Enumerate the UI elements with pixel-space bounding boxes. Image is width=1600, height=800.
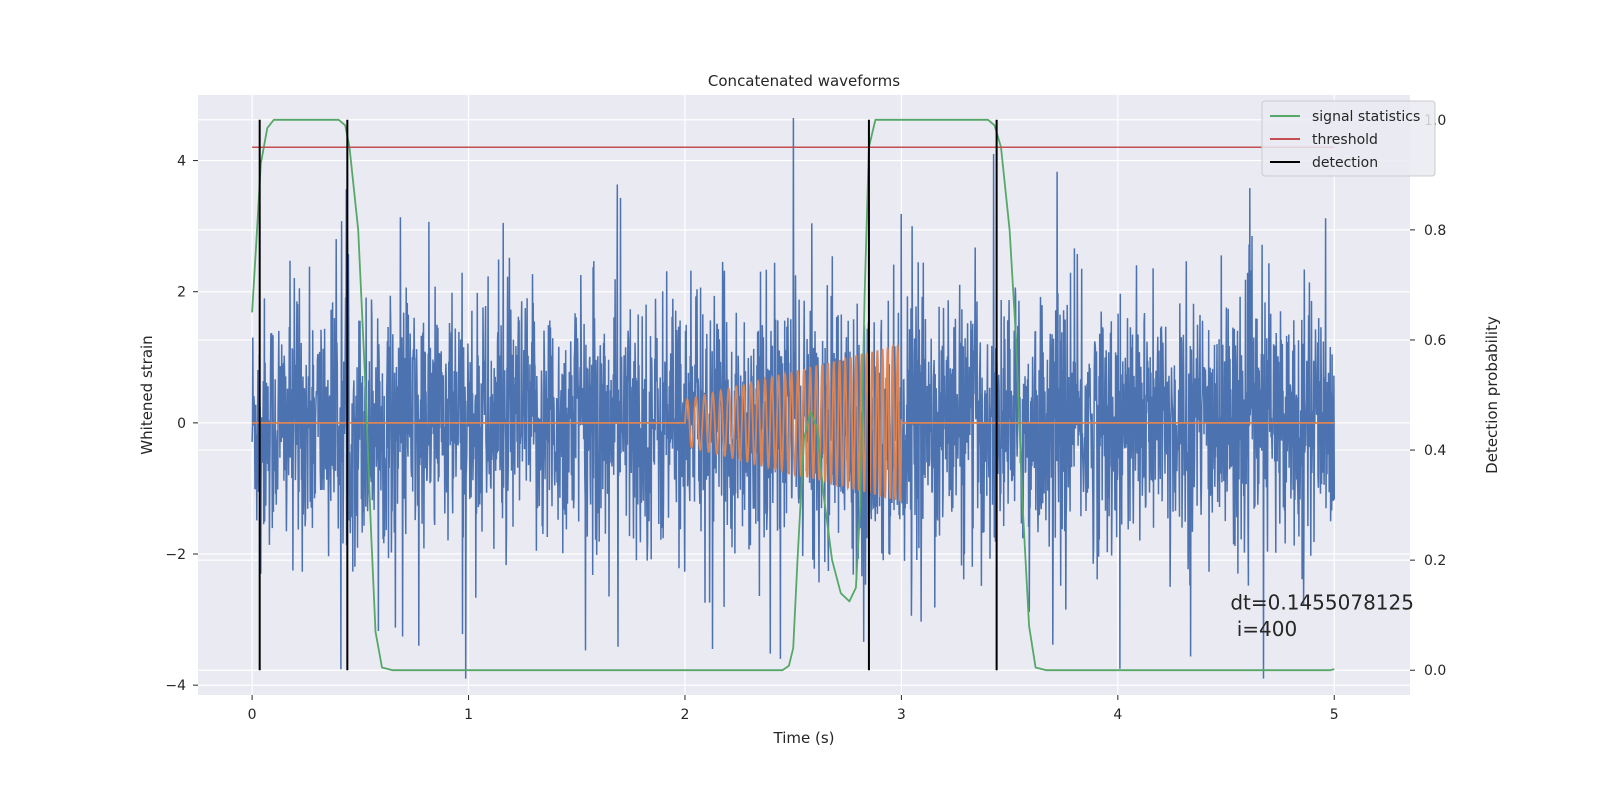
series-chirp-line [252,343,1335,502]
x-tick-label: 4 [1113,707,1122,723]
chart-title: Concatenated waveforms [708,72,900,90]
y2-tick-label: 0.8 [1424,223,1446,239]
y2-axis-label: Detection probability [1483,316,1501,474]
legend-label: detection [1312,155,1378,171]
series-signal-statistics-line [251,118,1335,672]
annotation-i: i=400 [1230,617,1297,641]
y-tick-label: 0 [177,416,186,432]
x-tick-label: 5 [1330,707,1339,723]
legend-box [1261,100,1436,177]
series-layer [251,117,1336,679]
x-tick-label: 3 [897,707,906,723]
y2-tick-label: 0.2 [1424,553,1446,569]
y-tick-label: 4 [177,154,186,170]
y-tick-label: 2 [177,285,186,301]
legend-label: threshold [1312,132,1378,148]
plot-content [251,117,1336,679]
x-tick-label: 1 [464,707,473,723]
y-axis-label: Whitened strain [138,335,156,454]
y2-tick-label: 0.4 [1424,443,1446,459]
grid-lines [198,95,1410,695]
series-strain-line [251,117,1336,679]
x-tick-label: 2 [681,707,690,723]
annotation-dt: dt=0.1455078125 [1230,591,1414,615]
legend: signal statistics threshold detection [1261,100,1436,177]
x-tick-label: 0 [248,707,257,723]
legend-label: signal statistics [1312,109,1420,125]
x-axis-label: Time (s) [773,729,835,747]
y2-tick-label: 0.0 [1424,663,1446,679]
y-tick-label: −4 [165,678,186,694]
y2-tick-label: 0.6 [1424,333,1446,349]
y-tick-label: −2 [165,547,186,563]
